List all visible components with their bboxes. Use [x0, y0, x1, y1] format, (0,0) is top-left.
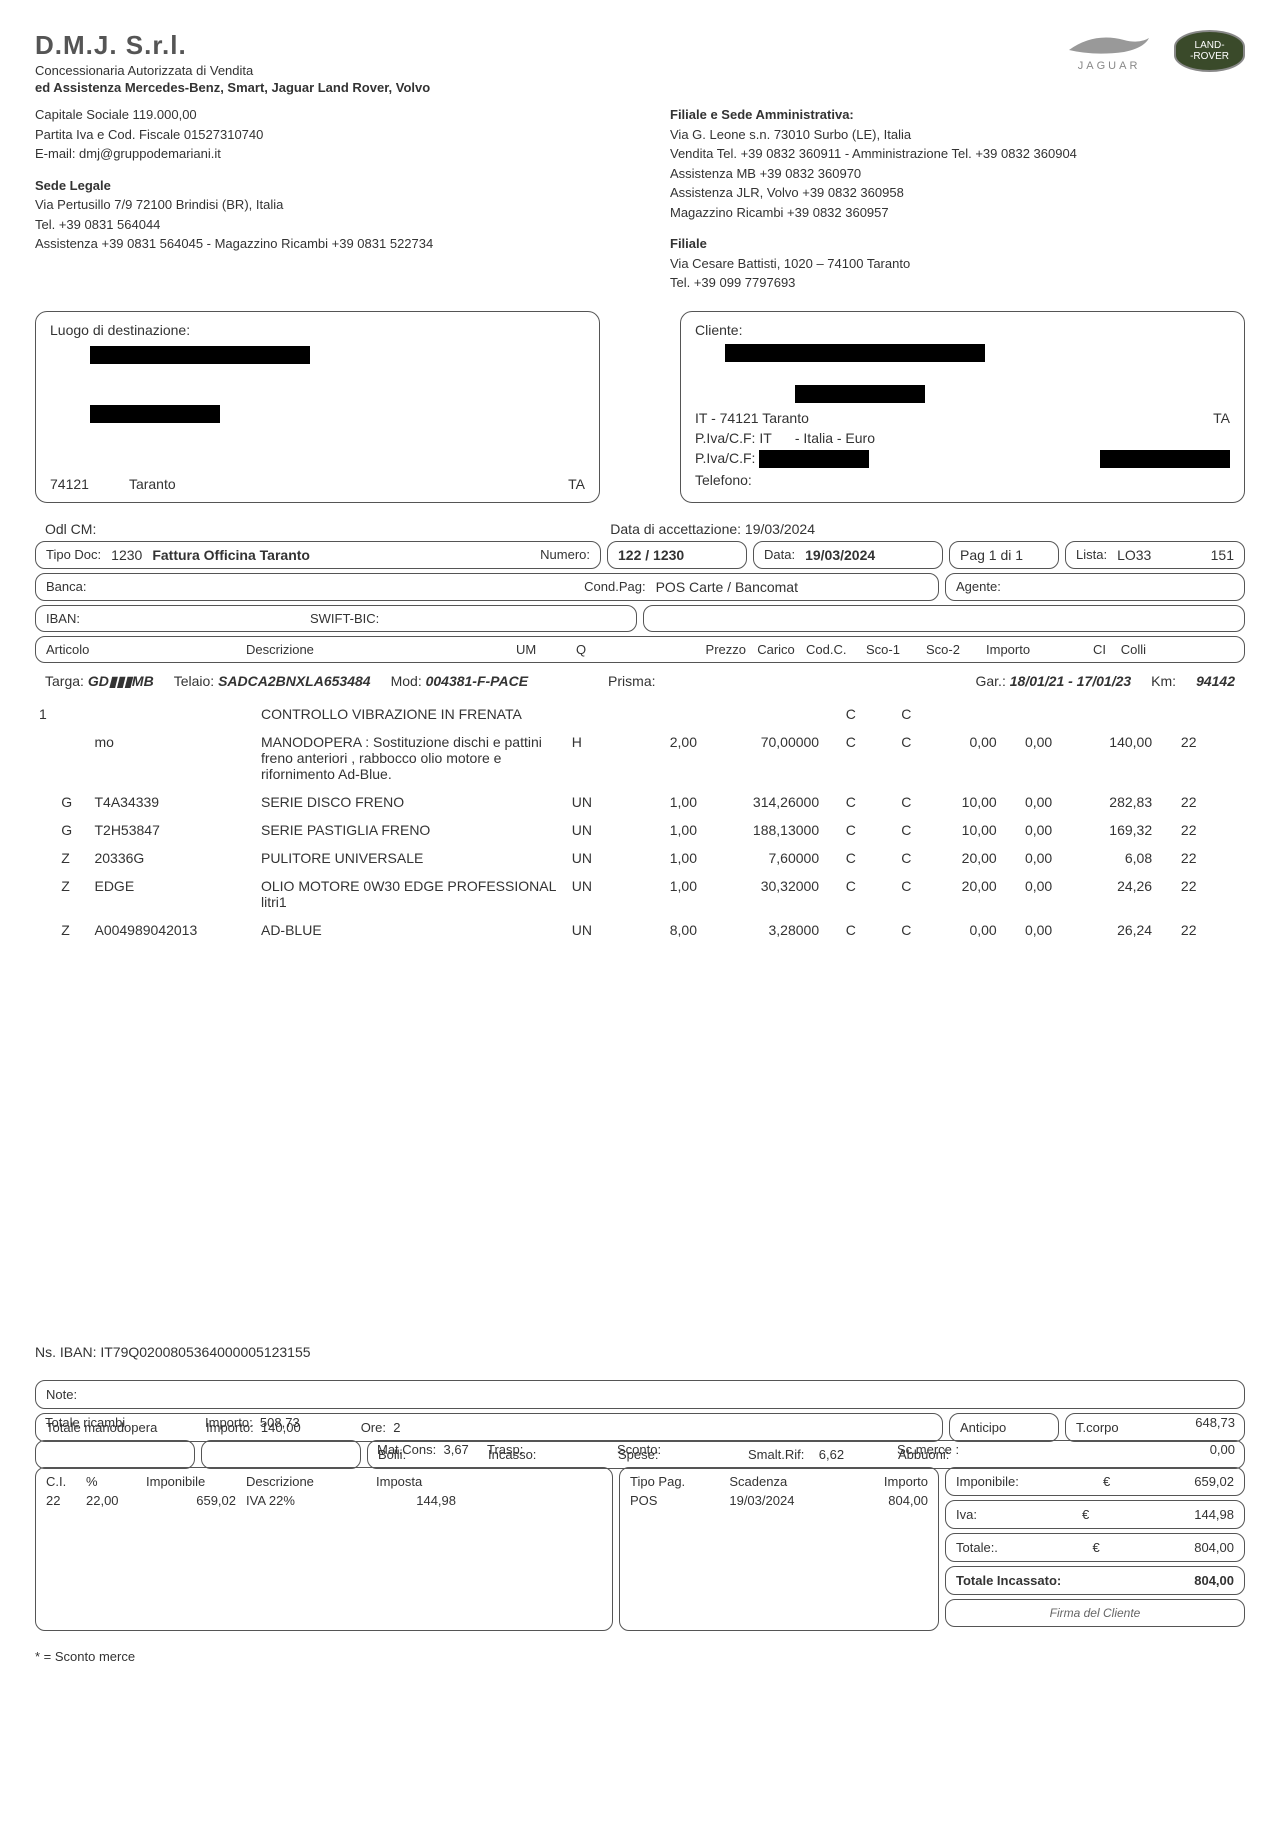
misc-charges-cell: Bolli: Incasso: Spese: Smalt.Rif: 6,62 A…: [367, 1440, 1245, 1469]
jaguar-logo: JAGUAR: [1064, 30, 1154, 72]
dest-label: Luogo di destinazione:: [50, 322, 585, 338]
cliente-piva-mid: - Italia - Euro: [795, 430, 875, 446]
cliente-tel: Telefono:: [695, 472, 1230, 488]
tipo-doc-cell: Tipo Doc: 1230 Fattura Officina Taranto …: [35, 541, 601, 569]
odl-label: Odl CM:: [45, 521, 610, 537]
address-boxes: Luogo di destinazione: 74121 Taranto TA …: [35, 311, 1245, 503]
table-row: GT2H53847SERIE PASTIGLIA FRENOUN1,00188,…: [35, 816, 1245, 844]
cliente-city: IT - 74121 Taranto: [695, 410, 809, 426]
landrover-logo: LAND--ROVER: [1174, 30, 1245, 72]
grand-totals: Imponibile:€659,02 Iva:€144,98 Totale:.€…: [945, 1467, 1245, 1631]
redacted: [759, 450, 869, 468]
cliente-piva2-lbl: P.Iva/C.F:: [695, 450, 755, 466]
data-acc-lbl: Data di accettazione:: [610, 521, 741, 537]
table-row: ZA004989042013AD-BLUEUN8,003,28000CC0,00…: [35, 916, 1245, 944]
document-header: D.M.J. S.r.l. Concessionaria Autorizzata…: [35, 30, 1245, 95]
anticipo-cell: Anticipo: [949, 1413, 1059, 1442]
redacted: [90, 346, 310, 364]
data-cell: Data: 19/03/2024: [753, 541, 943, 569]
vat-breakdown-cell: C.I. % Imponibile Descrizione Imposta 22…: [35, 1467, 613, 1631]
company-sub2: ed Assistenza Mercedes-Benz, Smart, Jagu…: [35, 80, 1064, 95]
capitale: Capitale Sociale 119.000,00: [35, 105, 610, 125]
cliente-box: Cliente: IT - 74121 Taranto TA P.Iva/C.F…: [680, 311, 1245, 503]
column-headers: Articolo Descrizione UM Q Prezzo Carico …: [35, 636, 1245, 663]
blank-cell: [201, 1440, 361, 1469]
payment-cell: Tipo Pag. Scadenza Importo POS 19/03/202…: [619, 1467, 939, 1631]
cliente-piva-lbl: P.Iva/C.F: IT: [695, 430, 772, 446]
redacted: [725, 344, 985, 362]
company-sub1: Concessionaria Autorizzata di Vendita: [35, 63, 1064, 78]
company-info-right: Filiale e Sede Amministrativa: Via G. Le…: [670, 105, 1245, 293]
vehicle-row: Targa: GD▮▮▮MB Telaio: SADCA2BNXLA653484…: [35, 667, 1245, 700]
company-info-columns: Capitale Sociale 119.000,00 Partita Iva …: [35, 105, 1245, 293]
note-cell: Note:: [35, 1380, 1245, 1409]
line-items-table: 1CONTROLLO VIBRAZIONE IN FRENATACCmoMANO…: [35, 700, 1245, 944]
company-block: D.M.J. S.r.l. Concessionaria Autorizzata…: [35, 30, 1064, 95]
table-row: GT4A34339SERIE DISCO FRENOUN1,00314,2600…: [35, 788, 1245, 816]
brand-logos: JAGUAR LAND--ROVER: [1064, 30, 1245, 95]
redacted: [795, 385, 925, 403]
sede-legale: Sede Legale Via Pertusillo 7/9 72100 Bri…: [35, 176, 610, 254]
filiale2: Filiale Via Cesare Battisti, 1020 – 7410…: [670, 234, 1245, 293]
numero-cell: 122 / 1230: [607, 541, 747, 569]
meta-section: Odl CM: Data di accettazione: 19/03/2024…: [35, 517, 1245, 663]
dest-city: Taranto: [129, 476, 176, 492]
redacted: [1100, 450, 1230, 468]
cliente-label: Cliente:: [695, 322, 1230, 338]
iban-cell: IBAN: SWIFT-BIC:: [35, 605, 637, 632]
iban-footer: Ns. IBAN: IT79Q0200805364000005123155: [35, 1344, 1245, 1360]
piva: Partita Iva e Cod. Fiscale 01527310740: [35, 125, 610, 145]
email: E-mail: dmj@gruppodemariani.it: [35, 144, 610, 164]
company-name: D.M.J. S.r.l.: [35, 30, 1064, 61]
company-info-left: Capitale Sociale 119.000,00 Partita Iva …: [35, 105, 610, 293]
pag-cell: Pag 1 di 1: [949, 541, 1059, 569]
dest-cap: 74121: [50, 476, 89, 492]
cliente-prov: TA: [1213, 410, 1230, 426]
dest-prov: TA: [568, 476, 585, 492]
totals-section: Note: Totale manodopera Importo: 140,00 …: [35, 1380, 1245, 1631]
banca-cell: Banca: Cond.Pag: POS Carte / Bancomat: [35, 573, 939, 601]
table-row: 1CONTROLLO VIBRAZIONE IN FRENATACC: [35, 700, 1245, 728]
manodopera-cell: Totale manodopera Importo: 140,00 Ore: 2: [35, 1413, 943, 1442]
footnote: * = Sconto merce: [35, 1649, 1245, 1664]
blank-cell: [35, 1440, 195, 1469]
agente-cell: Agente:: [945, 573, 1245, 601]
iban-cell-2: [643, 605, 1245, 632]
redacted: [90, 405, 220, 423]
data-acc: 19/03/2024: [745, 521, 815, 537]
tcorpo-cell: T.corpo: [1065, 1413, 1245, 1442]
destination-box: Luogo di destinazione: 74121 Taranto TA: [35, 311, 600, 503]
table-row: moMANODOPERA : Sostituzione dischi e pat…: [35, 728, 1245, 788]
lista-cell: Lista: LO33 151: [1065, 541, 1245, 569]
table-row: ZEDGEOLIO MOTORE 0W30 EDGE PROFESSIONAL …: [35, 872, 1245, 916]
table-row: Z20336GPULITORE UNIVERSALEUN1,007,60000C…: [35, 844, 1245, 872]
